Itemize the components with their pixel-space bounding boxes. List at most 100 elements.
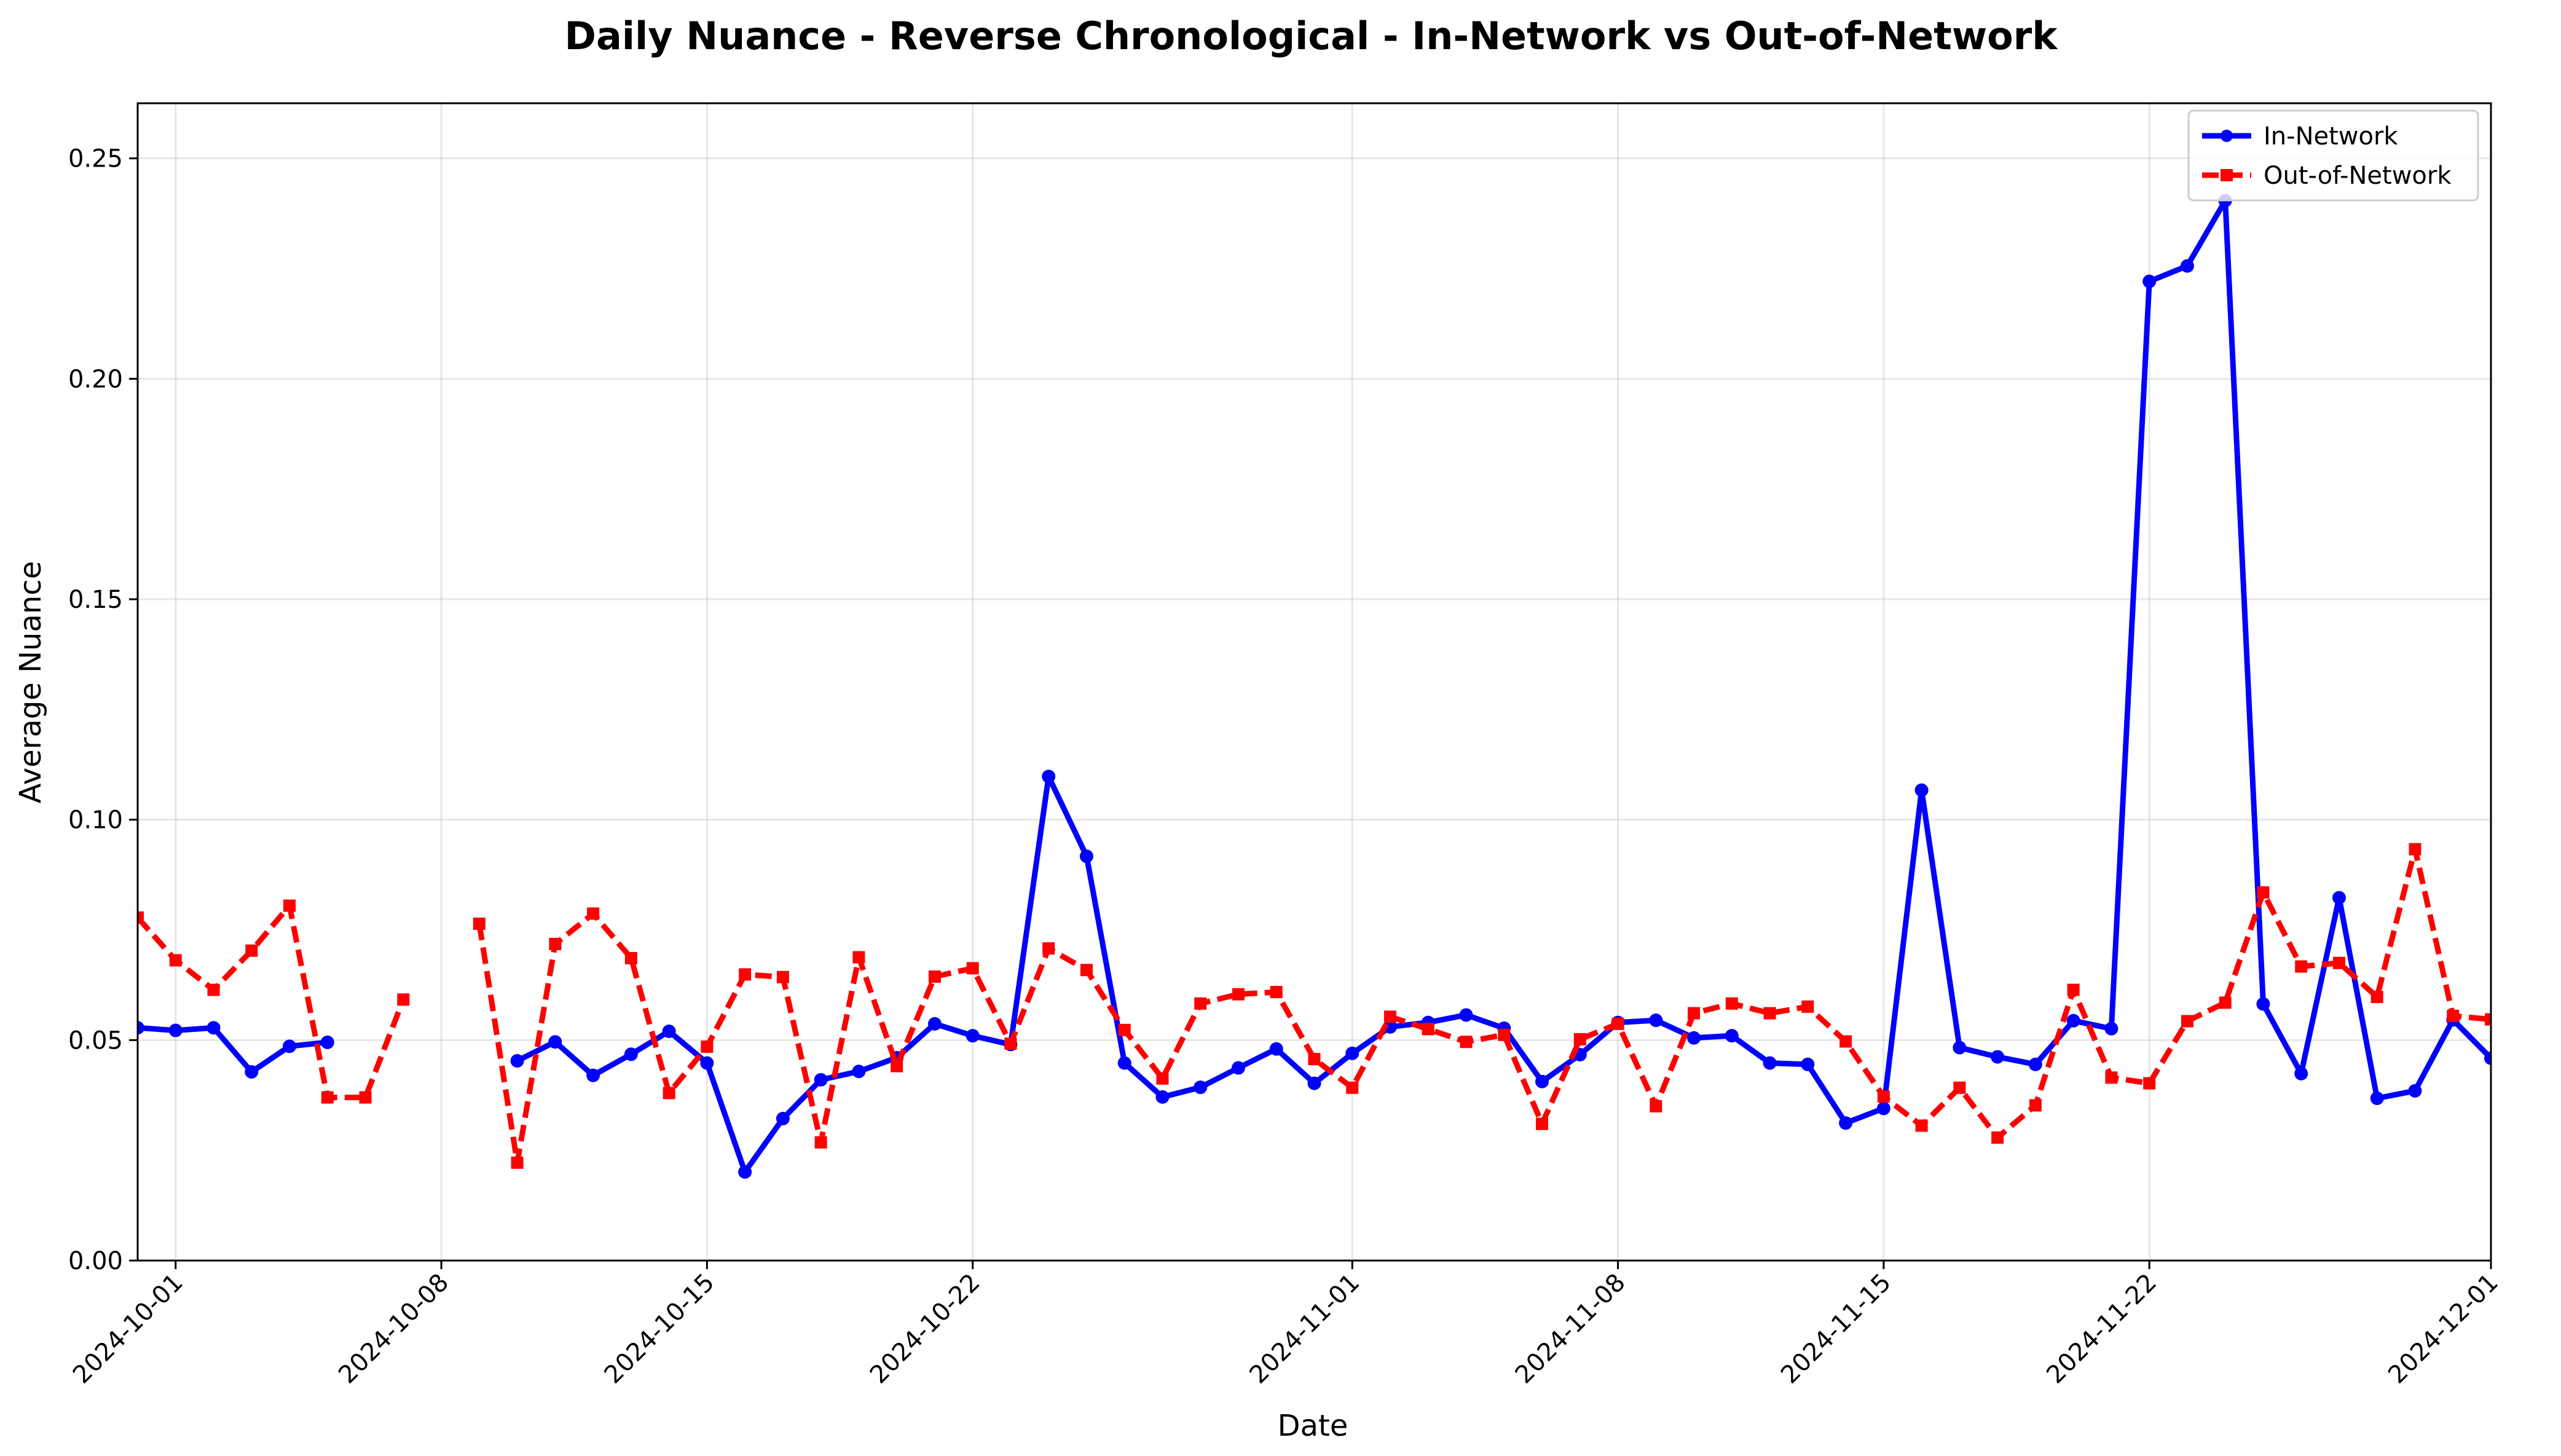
data-point-out-of-network [1991,1131,2004,1144]
data-point-out-of-network [1194,997,1207,1010]
data-point-out-of-network [1763,1007,1776,1020]
data-point-out-of-network [1118,1023,1131,1036]
data-point-in-network [1155,1090,1170,1104]
data-point-out-of-network [1270,986,1283,999]
data-point-out-of-network [2143,1077,2156,1090]
data-point-in-network [1117,1056,1131,1070]
data-point-in-network [2180,259,2194,273]
data-point-in-network [1307,1076,1321,1090]
data-point-in-network [1953,1041,1967,1055]
data-point-in-network [2294,1066,2308,1080]
data-point-out-of-network [2485,1013,2491,1026]
data-point-out-of-network [2029,1099,2042,1112]
data-point-in-network [1345,1046,1359,1060]
series-layer [138,194,2491,1179]
data-point-in-network [1194,1080,1208,1095]
data-point-out-of-network [966,962,979,975]
data-point-out-of-network [1232,988,1245,1001]
data-point-in-network [548,1035,562,1049]
data-point-in-network [138,1021,144,1035]
y-tick-label: 0.20 [68,365,123,393]
data-point-out-of-network [2332,956,2345,969]
data-point-in-network [2408,1084,2422,1098]
data-point-in-network [738,1165,752,1179]
grid-lines [138,103,2492,1262]
data-point-in-network [1383,1020,1398,1034]
data-point-out-of-network [739,968,752,981]
data-point-in-network [2142,274,2157,288]
data-point-in-network [1649,1013,1663,1028]
data-point-out-of-network [1498,1028,1511,1041]
data-point-out-of-network [169,954,182,967]
data-point-in-network [283,1039,297,1053]
y-tick-label: 0.10 [68,806,123,835]
x-axis-label: Date [1278,1409,1348,1443]
data-point-out-of-network [2295,960,2308,973]
data-point-out-of-network [1346,1081,1359,1094]
data-point-in-network [1801,1057,1815,1071]
data-point-out-of-network [663,1087,675,1100]
data-point-out-of-network [1080,964,1093,977]
data-point-in-network [1725,1029,1739,1043]
data-point-in-network [207,1021,221,1035]
data-point-out-of-network [852,951,865,964]
y-tick-label: 0.25 [68,145,123,173]
y-tick-label: 0.15 [68,586,123,614]
data-point-in-network [2370,1092,2384,1106]
data-point-out-of-network [776,970,789,983]
data-point-out-of-network [511,1156,524,1169]
data-point-in-network [510,1054,524,1068]
data-point-out-of-network [1650,1100,1662,1112]
data-point-out-of-network [2181,1015,2193,1028]
data-point-in-network [776,1112,790,1126]
legend: In-Network Out-of-Network [2187,109,2479,202]
data-point-in-network [1535,1074,1549,1088]
data-point-out-of-network [1004,1037,1017,1050]
data-point-out-of-network [928,970,941,983]
data-point-out-of-network [1573,1033,1586,1045]
data-point-in-network [1991,1050,2005,1064]
data-point-out-of-network [1384,1010,1397,1023]
data-point-out-of-network [1422,1023,1434,1036]
plot-frame [136,102,2492,1262]
data-point-out-of-network [245,944,258,957]
y-axis-label: Average Nuance [14,561,48,803]
data-point-in-network [1839,1116,1853,1130]
data-point-in-network [245,1064,259,1079]
y-tick-label: 0.05 [68,1026,123,1055]
data-point-in-network [1079,849,1093,864]
data-point-out-of-network [1536,1117,1549,1130]
data-point-out-of-network [1801,1000,1814,1013]
data-point-in-network [320,1035,334,1049]
data-point-out-of-network [1725,997,1738,1010]
data-point-in-network [814,1072,828,1087]
data-point-out-of-network [321,1091,334,1104]
data-point-in-network [2028,1057,2042,1071]
data-point-out-of-network [1460,1036,1473,1049]
data-point-in-network [168,1023,183,1037]
data-point-in-network [586,1068,600,1082]
series-line-out-of-network [476,846,2491,1166]
data-point-in-network [2484,1051,2491,1065]
data-point-out-of-network [1953,1081,1966,1094]
data-point-out-of-network [2257,886,2270,899]
data-point-in-network [2256,997,2270,1011]
data-point-out-of-network [359,1091,372,1104]
data-point-out-of-network [2105,1071,2118,1084]
data-point-out-of-network [1877,1090,1890,1103]
series-holder [138,194,2491,1179]
data-point-out-of-network [1839,1035,1852,1048]
data-point-out-of-network [2447,1009,2460,1022]
data-point-out-of-network [1308,1053,1321,1066]
data-point-in-network [966,1029,980,1043]
data-point-out-of-network [1688,1007,1701,1020]
data-point-in-network [1763,1056,1777,1070]
data-point-out-of-network [701,1041,714,1053]
data-point-in-network [2104,1021,2118,1036]
data-point-out-of-network [587,907,600,920]
data-point-out-of-network [2370,991,2383,1004]
data-point-out-of-network [2219,996,2232,1009]
data-point-out-of-network [397,993,410,1006]
